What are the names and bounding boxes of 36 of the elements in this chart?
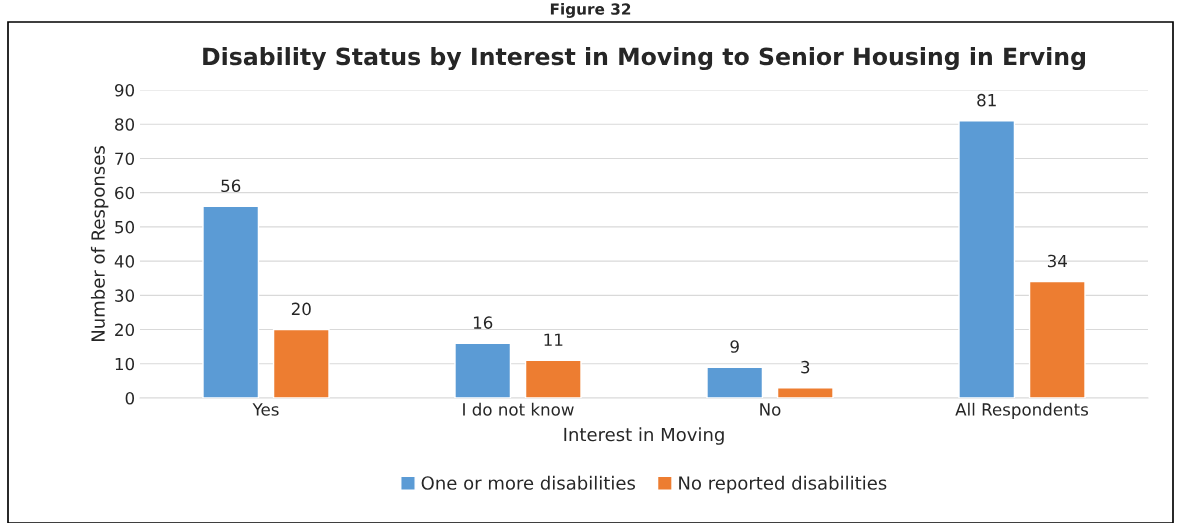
data-label: 9 <box>730 340 739 353</box>
bar <box>1028 280 1086 398</box>
legend-label: No reported disabilities <box>679 475 887 494</box>
y-tick-label: 70 <box>115 152 135 166</box>
x-axis-title: Interest in Moving <box>564 427 724 445</box>
data-label: 20 <box>291 302 311 316</box>
bar <box>776 387 834 398</box>
y-tick-label: 20 <box>115 323 135 337</box>
y-tick-label: 90 <box>114 83 135 97</box>
y-axis-title: Number of Responses <box>90 146 109 341</box>
y-tick-label: 10 <box>115 357 135 371</box>
y-tick-label: 30 <box>115 289 135 302</box>
bar <box>706 366 764 398</box>
x-tick-label: All Respondents <box>955 402 1089 419</box>
y-tick-label: 0 <box>125 391 135 405</box>
data-label: 11 <box>544 333 563 346</box>
bar <box>524 359 582 398</box>
y-tick-label: 40 <box>114 255 135 268</box>
bar <box>202 205 260 398</box>
bar <box>272 328 330 398</box>
data-label: 34 <box>1047 254 1067 268</box>
y-tick-label: 60 <box>115 186 135 200</box>
x-tick-label: I do not know <box>463 402 574 416</box>
x-tick-label: Yes <box>252 403 279 416</box>
y-tick-label: 80 <box>115 118 135 131</box>
data-label: 16 <box>473 316 493 329</box>
bar <box>454 342 512 398</box>
data-label: 81 <box>977 93 996 107</box>
chart-title: Disability Status by Interest in Moving to Senior Housing in Erving <box>203 47 1085 71</box>
data-label: 3 <box>801 360 810 374</box>
legend-label: One or more disabilities <box>421 475 636 490</box>
data-label: 56 <box>221 179 241 193</box>
caption: Figure 32 <box>550 3 631 18</box>
x-tick-label: No <box>760 403 781 416</box>
y-tick-label: 50 <box>115 220 135 234</box>
bar <box>958 120 1016 398</box>
